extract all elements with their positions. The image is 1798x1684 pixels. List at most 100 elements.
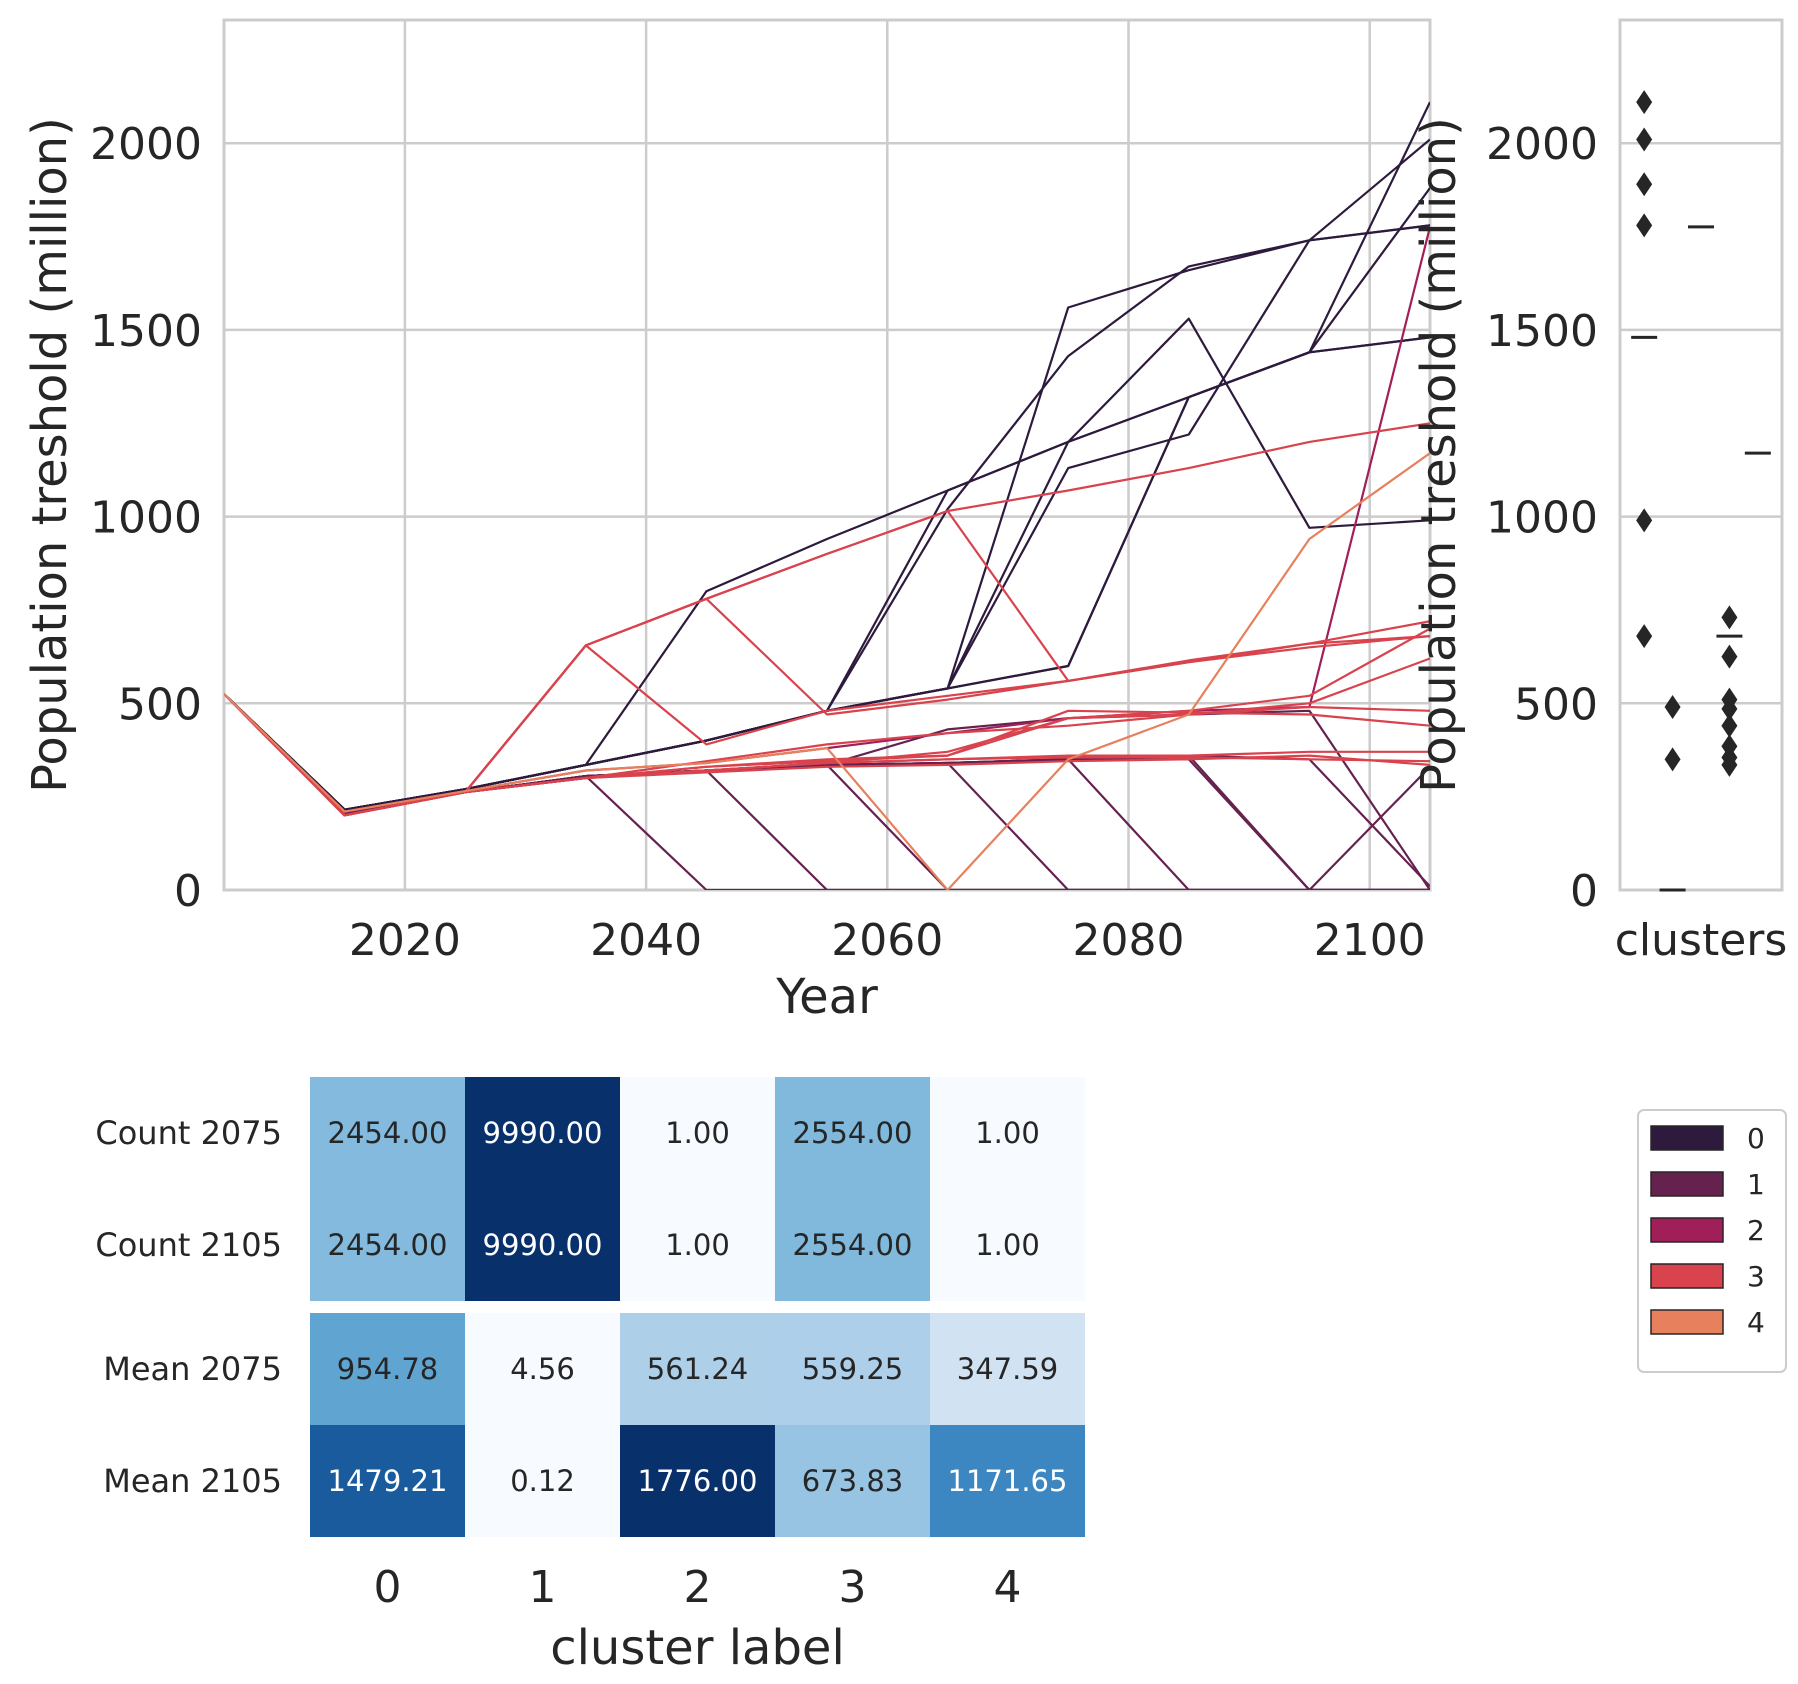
heatmap-x-tick-label: 0 <box>374 1562 402 1613</box>
legend-label: 1 <box>1747 1168 1765 1201</box>
outlier-marker-cluster-3 <box>1721 752 1738 777</box>
heatmap-cell <box>310 1189 465 1301</box>
x-tick-label: 2100 <box>1314 915 1426 966</box>
outlier-marker-cluster-1 <box>1664 695 1681 720</box>
heatmap-cell-value: 2454.00 <box>328 1228 448 1262</box>
y-axis-title: Population treshold (million) <box>1411 117 1467 793</box>
legend-swatch-3 <box>1650 1263 1724 1289</box>
plot-frame <box>1618 18 1784 892</box>
heatmap-cell-value: 4.56 <box>510 1352 575 1386</box>
heatmap-cell-value: 1171.65 <box>948 1464 1068 1498</box>
heatmap-cell-value: 9990.00 <box>483 1228 603 1262</box>
y-tick-label: 0 <box>1570 866 1598 917</box>
heatmap-x-tick-label: 1 <box>529 1562 557 1613</box>
y-tick-label: 0 <box>174 866 202 917</box>
outlier-marker-cluster-1 <box>1664 747 1681 772</box>
y-tick-label: 500 <box>1514 679 1598 730</box>
outlier-marker-cluster-0 <box>1636 127 1653 152</box>
heatmap-cell-value: 2454.00 <box>328 1116 448 1150</box>
legend-swatch-0 <box>1650 1125 1724 1151</box>
heatmap-x-tick-label: 4 <box>994 1562 1022 1613</box>
legend-label: 0 <box>1747 1122 1765 1155</box>
heatmap-cell <box>930 1189 1085 1301</box>
heatmap-cell <box>310 1313 465 1425</box>
heatmap-x-tick-label: 2 <box>684 1562 712 1613</box>
heatmap-cell-value: 1776.00 <box>638 1464 758 1498</box>
heatmap-cell-value: 2554.00 <box>793 1228 913 1262</box>
heatmap-cell-value: 559.25 <box>802 1352 903 1386</box>
y-tick-label: 1000 <box>1486 493 1598 544</box>
heatmap-cell-value: 1479.21 <box>328 1464 448 1498</box>
heatmap-cell-value: 9990.00 <box>483 1116 603 1150</box>
heatmap-cell <box>620 1313 775 1425</box>
outlier-marker-cluster-3 <box>1721 713 1738 738</box>
heatmap-cell-value: 1.00 <box>665 1228 730 1262</box>
outlier-marker-cluster-3 <box>1721 644 1738 669</box>
heatmap-cell-value: 673.83 <box>802 1464 903 1498</box>
y-tick-label: 1500 <box>1486 306 1598 357</box>
y-tick-label: 2000 <box>1486 119 1598 170</box>
series-lines <box>224 101 1430 890</box>
heatmap-cell-value: 954.78 <box>337 1352 438 1386</box>
y-axis-title: Population treshold (million) <box>22 117 78 793</box>
x-tick-label: 2020 <box>349 915 461 966</box>
heatmap-row-label: Count 2075 <box>95 1114 282 1152</box>
heatmap-x-tick-label: 3 <box>839 1562 867 1613</box>
line-chart: 2020 2040 2060 2080 2100 0 500 1000 1500 2000 Year… <box>22 18 1432 1025</box>
heatmap-cell <box>930 1313 1085 1425</box>
heatmap-cell <box>775 1077 930 1189</box>
legend-swatch-1 <box>1650 1171 1724 1197</box>
cluster-boxplot: 0 500 1000 1500 2000 clusters Population tresh… <box>1411 18 1788 966</box>
outlier-marker-cluster-0 <box>1636 624 1653 649</box>
heatmap-row-label: Mean 2105 <box>103 1462 282 1500</box>
heatmap-cell-value: 0.12 <box>510 1464 575 1498</box>
legend-label: 2 <box>1747 1214 1765 1247</box>
heatmap-cell <box>465 1425 620 1537</box>
cluster-legend: 0 1 2 3 4 <box>1637 1109 1787 1373</box>
y-tick-label: 500 <box>118 679 202 730</box>
heatmap-row-label: Mean 2075 <box>103 1350 282 1388</box>
heatmap-cell <box>775 1425 930 1537</box>
outlier-marker-cluster-0 <box>1636 213 1653 238</box>
heatmap-cell <box>620 1425 775 1537</box>
legend-swatch-2 <box>1650 1217 1724 1243</box>
heatmap-cell-value: 1.00 <box>975 1228 1040 1262</box>
heatmap-row-label: Count 2105 <box>95 1226 282 1264</box>
heatmap-cell <box>465 1313 620 1425</box>
outlier-marker-cluster-3 <box>1721 696 1738 721</box>
y-tick-label: 1500 <box>90 306 202 357</box>
series-line-cluster-3 <box>224 693 1430 817</box>
heatmap-x-axis-title: cluster label <box>550 1620 845 1676</box>
heatmap-cell <box>465 1189 620 1301</box>
x-axis-title: clusters <box>1615 915 1788 966</box>
y-tick-label: 1000 <box>90 493 202 544</box>
outlier-marker-cluster-0 <box>1636 90 1653 115</box>
legend-label: 3 <box>1747 1260 1765 1293</box>
heatmap-cell-value: 2554.00 <box>793 1116 913 1150</box>
cluster-heatmap: Count 2075 2454.00 9990.00 1.00 2554.00 1.00 C… <box>95 1077 1085 1676</box>
heatmap-cell <box>930 1425 1085 1537</box>
heatmap-cell <box>775 1313 930 1425</box>
heatmap-cell-value: 1.00 <box>665 1116 730 1150</box>
legend-swatch-4 <box>1650 1309 1724 1335</box>
heatmap-cell-value: 347.59 <box>957 1352 1058 1386</box>
legend-label: 4 <box>1747 1306 1765 1339</box>
heatmap-group-separator <box>310 1301 1085 1313</box>
heatmap-cell <box>465 1077 620 1189</box>
series-line-cluster-4 <box>224 452 1430 890</box>
heatmap-cell-value: 561.24 <box>647 1352 748 1386</box>
heatmap-cell <box>620 1189 775 1301</box>
x-tick-label: 2080 <box>1073 915 1185 966</box>
heatmap-cell <box>310 1425 465 1537</box>
outlier-marker-cluster-0 <box>1636 172 1653 197</box>
x-axis-title: Year <box>775 969 878 1025</box>
y-tick-label: 2000 <box>90 119 202 170</box>
heatmap-cell <box>620 1077 775 1189</box>
heatmap-cell <box>310 1077 465 1189</box>
outlier-marker-cluster-0 <box>1636 508 1653 533</box>
x-tick-label: 2040 <box>590 915 702 966</box>
heatmap-cell <box>930 1077 1085 1189</box>
heatmap-cell <box>775 1189 930 1301</box>
outlier-marker-cluster-3 <box>1721 605 1738 630</box>
